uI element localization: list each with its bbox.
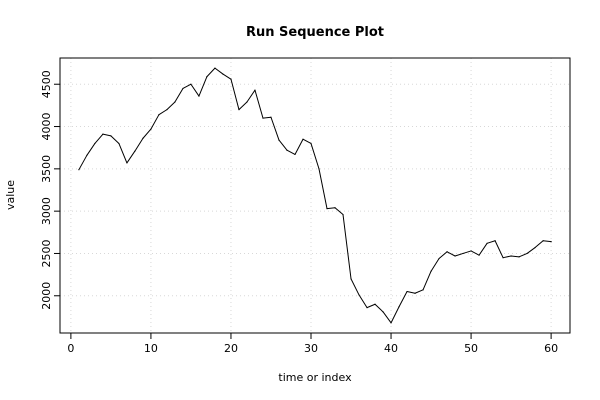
x-tick-label: 50 [464,342,478,355]
y-tick-label: 2500 [40,239,53,267]
data-point [294,153,296,156]
data-point [214,67,216,69]
data-point [494,240,496,242]
data-point [526,252,528,255]
data-point [182,87,184,90]
data-point [350,278,352,280]
data-point [190,83,192,85]
data-point [318,168,320,170]
data-point [414,292,416,294]
data-point [470,250,472,252]
data-point [254,89,256,91]
data-point [166,109,168,111]
y-tick-label: 4000 [40,113,53,141]
data-point [262,117,264,119]
data-point [310,142,312,145]
data-point [206,76,208,78]
data-point [382,311,384,313]
x-tick-label: 20 [224,342,238,355]
data-point [118,142,120,145]
x-tick-label: 30 [304,342,318,355]
data-point [174,101,176,103]
data-point [342,213,344,216]
data-point [78,169,80,171]
data-point [422,289,424,291]
data-point [86,154,88,156]
data-point [406,290,408,293]
y-axis-label: value [4,180,17,210]
data-point [326,208,328,210]
data-point [102,133,104,135]
x-tick-label: 10 [144,342,158,355]
data-point [150,128,152,130]
data-point [270,116,272,118]
y-tick-label: 2000 [40,282,53,310]
data-point [278,139,280,141]
x-axis: 0 10 20 30 40 50 60 [67,333,558,355]
chart-title: Run Sequence Plot [246,25,384,40]
x-tick-label: 40 [384,342,398,355]
data-point [286,149,288,151]
data-point [302,138,304,140]
y-tick-label: 3000 [40,197,53,225]
data-point [510,255,512,257]
data-point [158,114,160,116]
data-point [462,252,464,255]
data-point [486,242,488,244]
x-tick-label: 0 [67,342,74,355]
x-tick-label: 60 [544,342,558,355]
data-point [454,255,456,257]
data-point [398,306,400,308]
data-point [222,73,224,75]
x-axis-label: time or index [278,371,352,384]
y-tick-label: 4500 [40,70,53,98]
data-point [230,78,232,80]
data-point [374,303,376,305]
data-point [534,246,536,249]
data-point [446,251,448,253]
data-point [502,257,504,259]
data-point [550,241,552,243]
data-point [430,270,432,272]
grid-lines [60,58,570,333]
y-tick-label: 3500 [40,155,53,183]
series-polyline [78,67,552,324]
data-point [246,101,248,103]
y-axis: 2000 2500 3000 3500 4000 4500 [40,70,60,310]
data-point [518,256,520,258]
data-point [110,135,112,137]
data-point [142,137,144,139]
data-point [478,254,480,256]
data-point [238,109,240,111]
series-line [78,67,552,324]
data-point [126,162,128,164]
data-point [438,257,440,260]
data-point [542,240,544,242]
data-point [94,142,96,145]
data-point [134,150,136,152]
plot-frame [59,57,571,334]
data-point [198,95,200,97]
data-point [390,322,392,324]
data-point [334,207,336,209]
data-point [366,307,368,309]
data-point [358,294,360,296]
